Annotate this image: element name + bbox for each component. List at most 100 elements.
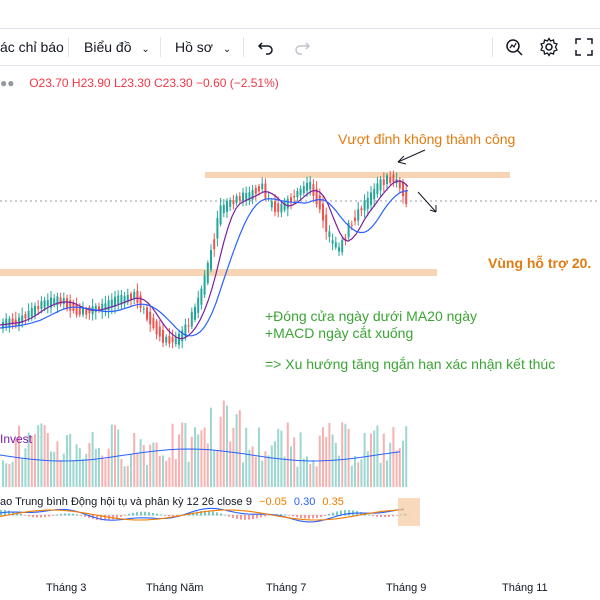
volume-bar <box>171 423 174 487</box>
macd-histogram-bar <box>260 515 262 518</box>
x-tick-label: Tháng Năm <box>146 582 204 594</box>
macd-histogram-bar <box>92 515 94 520</box>
macd-histogram-bar <box>204 510 206 516</box>
volume-bar <box>248 449 251 487</box>
profile-button[interactable]: Hồ sơ ⌄ <box>175 29 231 65</box>
candle-body <box>219 205 222 225</box>
volume-bar <box>149 444 152 487</box>
candle-body <box>136 290 139 303</box>
volume-bar <box>88 442 91 487</box>
candle-body <box>91 306 94 315</box>
volume-bar <box>139 439 142 487</box>
candle-body <box>290 197 292 203</box>
volume-bar <box>334 442 337 487</box>
macd-histogram-bar <box>316 515 318 518</box>
macd-histogram-bar <box>332 512 334 516</box>
search-chart-icon[interactable] <box>504 37 524 57</box>
undo-icon[interactable] <box>256 37 276 57</box>
candle-body <box>261 183 264 190</box>
candle-body <box>94 305 97 313</box>
candle-body <box>181 330 184 342</box>
candle-body <box>325 214 328 232</box>
volume-bar <box>286 422 289 487</box>
candle-body <box>277 203 280 212</box>
candle-body <box>43 300 46 308</box>
indicators-label: ác chỉ báo <box>0 39 64 55</box>
volume-bar <box>85 453 88 487</box>
candle-body <box>146 307 148 320</box>
series-dot-icon: ●● <box>0 76 15 90</box>
volume-bar <box>293 437 296 487</box>
volume-bar <box>50 451 52 487</box>
close-value: C23.30 <box>154 76 193 90</box>
volume-bar <box>264 451 267 487</box>
candle-body <box>302 185 305 194</box>
volume-bar <box>347 428 350 487</box>
volume-bar <box>235 414 238 487</box>
volume-bar <box>155 442 158 487</box>
candle-body <box>85 309 88 315</box>
volume-bar <box>184 422 187 487</box>
macd-histogram-bar <box>320 515 322 517</box>
volume-bar <box>315 466 318 487</box>
macd-histogram-bar <box>56 514 58 516</box>
macd-histogram-bar <box>292 515 294 517</box>
macd-histogram-bar <box>404 513 406 516</box>
candle-body <box>341 239 344 253</box>
chart-type-button[interactable]: Biểu đồ ⌄ <box>84 29 150 65</box>
macd-histogram-bar <box>236 515 238 519</box>
time-axis[interactable]: Tháng 3 Tháng Năm Tháng 7 Tháng 9 Tháng … <box>0 578 600 600</box>
indicators-button[interactable]: ác chỉ báo <box>0 29 64 65</box>
volume-bar <box>43 425 46 487</box>
candle-body <box>133 291 136 299</box>
candle-body <box>184 324 187 337</box>
candle-body <box>216 217 219 239</box>
redo-icon[interactable] <box>292 37 312 57</box>
candle-body <box>62 298 65 305</box>
volume-bar <box>338 455 340 487</box>
macd-histogram-bar <box>400 514 402 516</box>
volume-bar <box>299 432 302 487</box>
volume-bar <box>354 455 356 487</box>
volume-bar <box>280 430 283 487</box>
candle-body <box>235 196 238 203</box>
macd-histogram-bar <box>308 515 310 519</box>
volume-bar <box>136 452 139 487</box>
macd-histogram-bar <box>152 512 154 516</box>
macd-histogram-bar <box>72 513 74 516</box>
volume-bar <box>261 460 264 487</box>
candle-body <box>75 304 78 315</box>
candle-body <box>5 318 8 327</box>
volume-bar <box>290 446 292 487</box>
macd-histogram-bar <box>364 513 366 516</box>
gear-icon[interactable] <box>539 37 559 57</box>
macd-histogram-bar <box>96 515 98 520</box>
volume-bar <box>123 466 126 487</box>
candle-body <box>142 308 145 310</box>
candle-body <box>309 181 312 190</box>
volume-bar <box>72 460 75 487</box>
chart-type-label: Biểu đồ <box>84 39 132 55</box>
volume-bar <box>107 448 110 487</box>
macd-histogram-bar <box>188 513 190 516</box>
candle-body <box>158 326 161 337</box>
low-value: L23.30 <box>113 76 151 90</box>
macd-histogram-bar <box>120 515 122 517</box>
volume-bar <box>245 427 248 487</box>
candle-body <box>245 192 248 202</box>
volume-bar <box>5 463 8 487</box>
candle-body <box>165 336 168 343</box>
macd-cross-annotation: +MACD ngày cắt xuống <box>265 325 414 341</box>
macd-histogram-bar <box>164 515 166 516</box>
volume-bar <box>206 443 209 487</box>
candle-body <box>238 196 241 201</box>
macd-histogram-bar <box>268 514 270 516</box>
volume-bar <box>312 460 315 487</box>
fullscreen-icon[interactable] <box>574 37 594 57</box>
macd-histogram-bar <box>264 515 266 517</box>
macd-histogram-bar <box>224 514 226 516</box>
candle-body <box>168 335 171 344</box>
volume-bar <box>142 445 145 487</box>
volume-bar <box>344 424 347 487</box>
ohlc-legend: ●● O23.70 H23.90 L23.30 C23.30 −0.60 (−2… <box>0 76 279 96</box>
